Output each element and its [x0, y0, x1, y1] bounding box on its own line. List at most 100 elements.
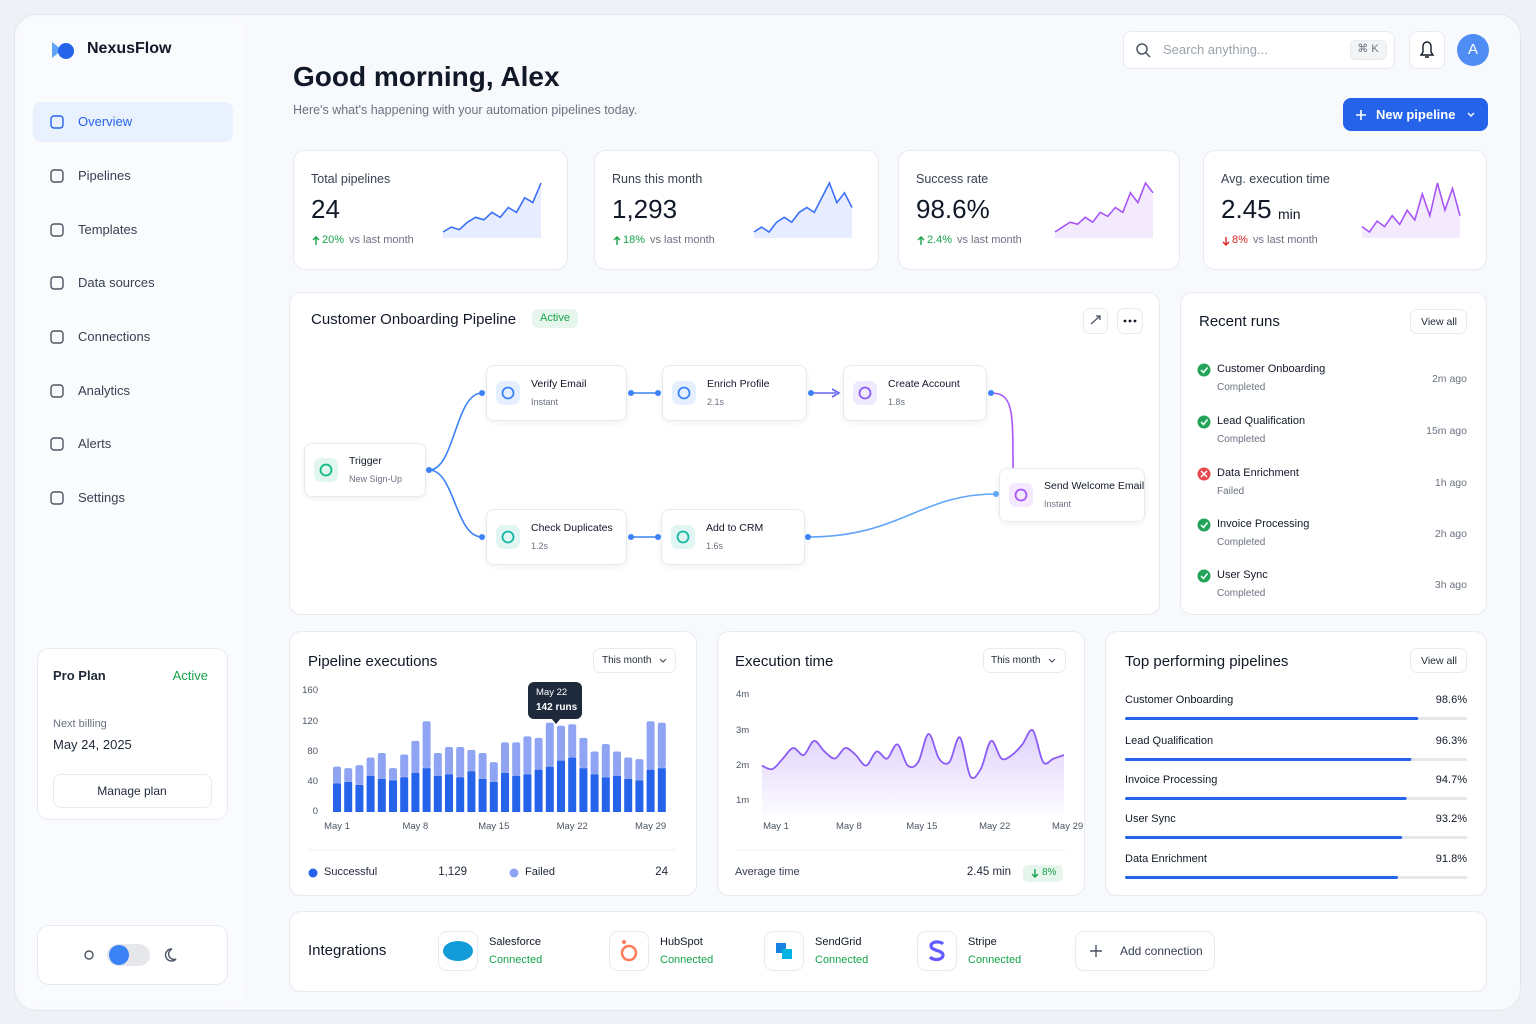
progress-bar [1125, 717, 1419, 720]
search-box[interactable] [1123, 31, 1395, 69]
filter-dropdown[interactable] [983, 648, 1066, 673]
node-label[interactable]: Check Duplicates [531, 521, 613, 534]
x-tick-label: May 1 [324, 821, 350, 833]
node-label[interactable]: Verify Email [531, 377, 587, 390]
footer-value: 2.45 min [966, 866, 1011, 879]
plan-status: Active [172, 668, 208, 684]
node-label[interactable]: Trigger [349, 454, 382, 467]
nav-item[interactable]: Analytics [78, 383, 131, 399]
node-label[interactable]: Send Welcome Email [1044, 479, 1145, 492]
new-pipeline-label[interactable]: New pipeline [1376, 107, 1456, 123]
notifications-button[interactable] [1409, 31, 1445, 69]
view-all-button[interactable] [1410, 648, 1467, 673]
y-tick-label: 120 [302, 715, 318, 727]
expand-icon [1090, 315, 1101, 325]
run-name[interactable]: Invoice Processing [1217, 518, 1310, 531]
pipeline-node[interactable] [999, 468, 1145, 522]
integrations-card [289, 911, 1487, 992]
pipeline-node[interactable] [486, 509, 627, 565]
filter-label[interactable]: This month [602, 655, 652, 666]
nav-active[interactable] [33, 102, 233, 142]
nav-icon [50, 330, 64, 344]
stat-card [1203, 150, 1487, 270]
pipeline-node[interactable] [662, 365, 807, 421]
pipeline-name: Lead Qualification [1125, 735, 1214, 748]
bar [601, 777, 610, 812]
bar [657, 768, 666, 812]
node-label[interactable]: Add to CRM [706, 521, 764, 534]
node-detail: 2.1s [707, 396, 725, 407]
manage-plan-button[interactable] [53, 774, 212, 808]
progress-bar [1125, 758, 1412, 761]
integration-status: Connected [660, 954, 714, 967]
view-all-button[interactable] [1410, 309, 1467, 334]
chart-title: Execution time [735, 653, 834, 670]
sparkline-area [443, 183, 541, 238]
run-name[interactable]: Data Enrichment [1217, 467, 1299, 480]
node-icon [1014, 488, 1028, 502]
bar [534, 737, 543, 770]
page-subtitle: Here's what's happening with your automa… [293, 102, 638, 117]
connector [807, 493, 997, 538]
moon-icon [164, 948, 177, 962]
search-placeholder: Search anything... [1163, 42, 1268, 58]
node-label[interactable]: Create Account [888, 377, 960, 390]
pipeline-node[interactable] [486, 365, 627, 421]
bar [389, 768, 397, 781]
run-name[interactable]: Customer Onboarding [1217, 363, 1326, 376]
y-tick-label: 4m [736, 689, 750, 701]
view-all-label[interactable]: View all [1421, 654, 1457, 667]
bar [411, 772, 420, 812]
trend-arrow [917, 236, 925, 245]
sparkline [442, 182, 542, 233]
nav-item[interactable]: Alerts [78, 436, 112, 452]
nav-item[interactable]: Connections [78, 329, 151, 345]
nav-item[interactable]: Templates [78, 222, 138, 238]
node-icon [676, 530, 690, 544]
connector [428, 469, 483, 538]
stat-card [293, 150, 568, 270]
pipeline-node[interactable] [661, 509, 805, 565]
bar [355, 765, 364, 785]
integration-icon [609, 931, 649, 971]
node-icon-bg [496, 525, 520, 549]
pipeline-rate: 94.7% [1435, 774, 1467, 787]
integration-status: Connected [968, 954, 1022, 967]
run-name[interactable]: Lead Qualification [1217, 415, 1306, 428]
chevron [1467, 112, 1475, 117]
expand-button[interactable] [1083, 308, 1108, 334]
run-status-glyph [1200, 419, 1209, 426]
view-all-label[interactable]: View all [1421, 315, 1457, 328]
nav-item[interactable]: Data sources [78, 275, 155, 291]
run-status-glyph [1200, 367, 1209, 374]
pipeline-node[interactable] [843, 365, 987, 421]
stat-change: 18% [623, 234, 646, 247]
stat-compare: vs last month [349, 234, 414, 247]
sun-icon [84, 950, 94, 960]
nav-item[interactable]: Pipelines [78, 168, 131, 184]
node-label[interactable]: Enrich Profile [707, 377, 770, 390]
stat-change: 20% [322, 234, 345, 247]
avatar [1457, 34, 1489, 66]
filter-label[interactable]: This month [991, 655, 1041, 666]
bar [467, 749, 476, 772]
bar [400, 754, 409, 778]
run-status-icon [1197, 518, 1211, 532]
add-connection-label[interactable]: Add connection [1120, 943, 1203, 958]
search-icon [1136, 43, 1148, 55]
run-name[interactable]: User Sync [1217, 569, 1268, 582]
nav-icon [50, 169, 64, 183]
nav-item[interactable]: Settings [78, 490, 125, 506]
pipeline-node[interactable] [304, 443, 426, 497]
more-dot [1123, 319, 1127, 323]
new-pipeline-button[interactable] [1343, 98, 1488, 131]
manage-plan-label[interactable]: Manage plan [97, 783, 167, 798]
bar [601, 743, 610, 778]
nav-item[interactable]: Overview [78, 114, 133, 130]
stat-label: Runs this month [612, 171, 703, 186]
integration-name: Salesforce [489, 936, 541, 949]
legend-dot [308, 868, 318, 878]
legend-total: 24 [655, 866, 668, 879]
sparkline [753, 181, 853, 234]
